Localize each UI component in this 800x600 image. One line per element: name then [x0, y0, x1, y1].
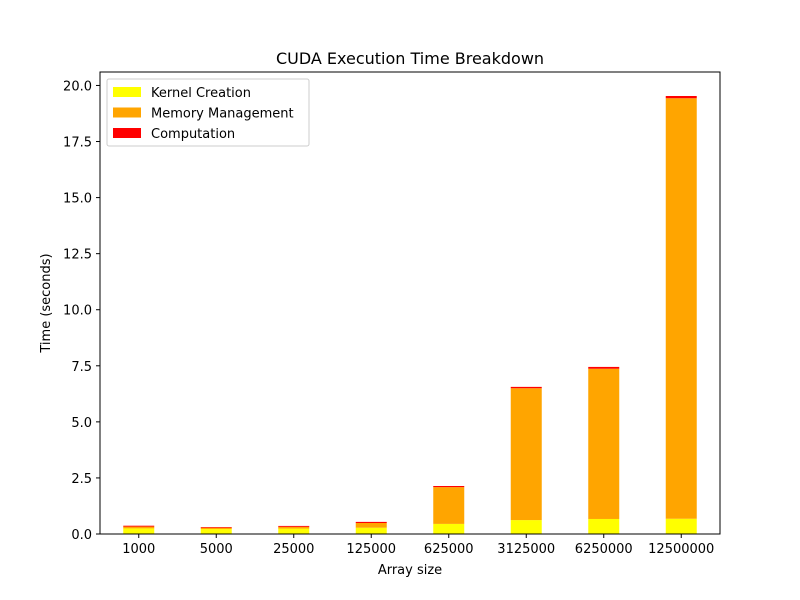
- bar-computation-625000: [433, 486, 465, 488]
- bar-memory-management-25000: [278, 526, 310, 529]
- legend-swatch-computation: [113, 128, 141, 138]
- legend-box: [106, 78, 310, 147]
- bar-kernel-creation-6250000: [588, 518, 620, 534]
- bar-computation-6250000: [588, 366, 620, 369]
- bar-computation-125000: [355, 521, 387, 524]
- legend-label-computation: Computation: [151, 127, 235, 142]
- bar-kernel-creation-5000: [200, 529, 232, 534]
- legend-swatch-memory-management: [113, 107, 141, 118]
- x-axis: 1000 5000 25000 125000 625000 3125000 6250000 1…: [122, 534, 714, 557]
- bar-computation-1000: [123, 525, 155, 527]
- y-tick-label-20.0: 20.0: [63, 79, 92, 94]
- bars-group: [123, 95, 697, 534]
- y-axis-label: Time (seconds): [39, 253, 54, 353]
- y-tick-label-0.0: 0.0: [71, 528, 92, 543]
- chart-title: CUDA Execution Time Breakdown: [276, 49, 544, 68]
- y-tick-label-7.5: 7.5: [71, 360, 92, 375]
- bar-kernel-creation-25000: [278, 528, 310, 534]
- legend: Kernel Creation Memory Management Computat…: [106, 78, 310, 147]
- bar-kernel-creation-625000: [433, 523, 465, 534]
- y-axis: 0.0 2.5 5.0 7.5 10.0 12.5 15.0 17.5 20.0: [63, 79, 100, 543]
- bar-memory-management-3125000: [510, 388, 542, 521]
- y-tick-label-5.0: 5.0: [71, 416, 92, 431]
- bar-kernel-creation-1000: [123, 528, 155, 534]
- x-axis-label: Array size: [378, 563, 442, 578]
- bar-computation-5000: [200, 527, 232, 528]
- bar-memory-management-12500000: [665, 98, 697, 519]
- x-tick-label-625000: 625000: [424, 542, 474, 557]
- x-tick-label-25000: 25000: [273, 542, 314, 557]
- x-tick-label-5000: 5000: [200, 542, 233, 557]
- x-tick-label-6250000: 6250000: [575, 542, 633, 557]
- x-tick-label-1000: 1000: [122, 542, 155, 557]
- bar-memory-management-125000: [355, 523, 387, 528]
- y-tick-label-10.0: 10.0: [63, 304, 92, 319]
- bar-computation-12500000: [665, 95, 697, 99]
- plot-frame: [99, 71, 721, 535]
- y-tick-label-2.5: 2.5: [71, 472, 92, 487]
- bar-memory-management-1000: [123, 526, 155, 529]
- bar-kernel-creation-3125000: [510, 520, 542, 534]
- legend-label-kernel-creation: Kernel Creation: [151, 86, 251, 101]
- bar-kernel-creation-125000: [355, 527, 387, 534]
- x-tick-label-12500000: 12500000: [648, 542, 714, 557]
- legend-label-memory-management: Memory Management: [151, 107, 294, 122]
- bar-kernel-creation-12500000: [665, 518, 697, 534]
- bar-memory-management-5000: [200, 527, 232, 530]
- y-tick-label-12.5: 12.5: [63, 248, 92, 263]
- legend-swatch-kernel-creation: [113, 87, 141, 97]
- y-tick-label-15.0: 15.0: [63, 192, 92, 207]
- y-tick-label-17.5: 17.5: [63, 136, 92, 151]
- bar-memory-management-625000: [433, 487, 465, 524]
- bar-computation-3125000: [510, 386, 542, 389]
- bar-memory-management-6250000: [588, 368, 620, 519]
- x-tick-label-3125000: 3125000: [497, 542, 555, 557]
- bar-computation-25000: [278, 525, 310, 527]
- x-tick-label-125000: 125000: [346, 542, 396, 557]
